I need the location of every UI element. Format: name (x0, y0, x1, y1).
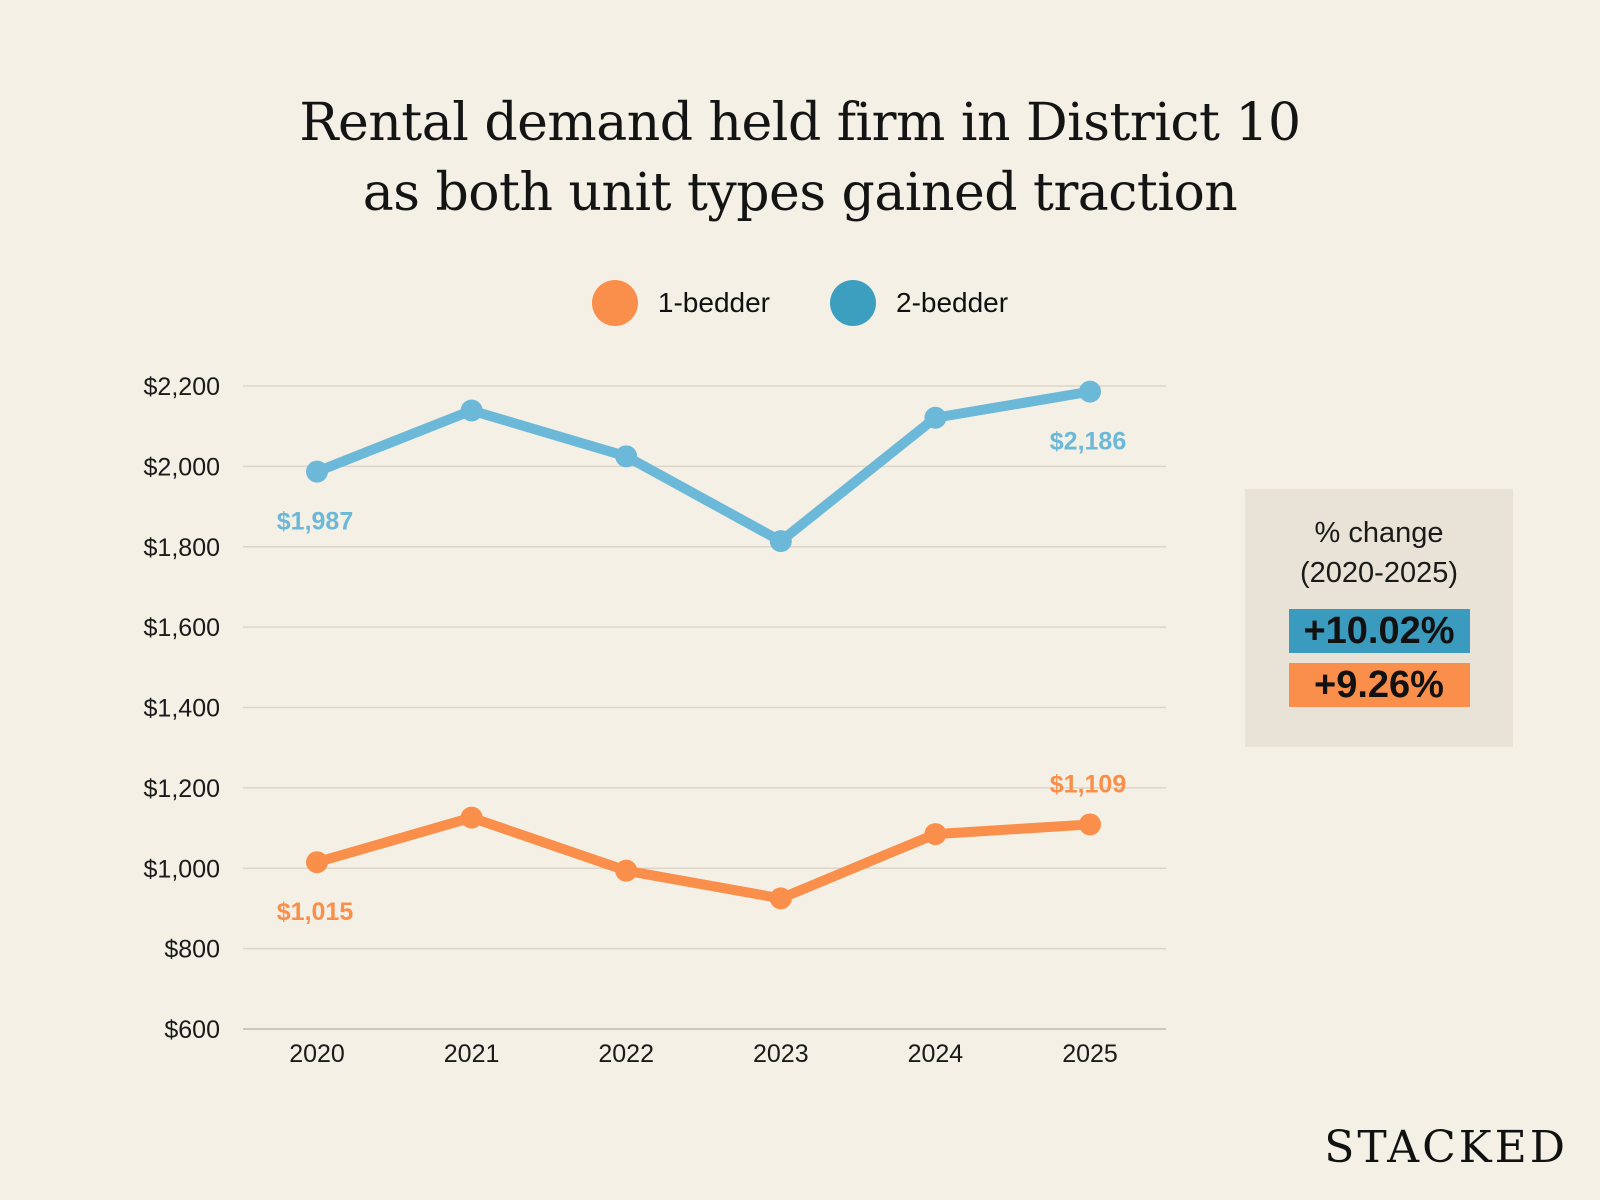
y-tick-label: $2,000 (144, 453, 220, 481)
series-line-1-bedder (312, 812, 1095, 904)
data-point (615, 859, 638, 882)
x-tick-label: 2024 (908, 1040, 964, 1068)
data-point (924, 406, 947, 429)
title-line: Rental demand held firm in District 10 (299, 93, 1301, 153)
two-bedder-change-badge: +10.02% (1288, 609, 1470, 653)
y-tick-label: $600 (164, 1016, 220, 1044)
y-tick-label: $1,000 (144, 855, 220, 883)
y-tick-label: $1,200 (144, 775, 220, 803)
legend-item-2-bedder: 2-bedder (830, 280, 1008, 326)
panel-heading: % change (2020-2025) (1245, 513, 1513, 593)
y-tick-label: $2,200 (144, 373, 220, 401)
chart-title: Rental demand held firm in District 10 a… (0, 88, 1600, 228)
x-tick-label: 2025 (1062, 1040, 1118, 1068)
data-point (615, 445, 638, 468)
y-tick-label: $1,600 (144, 614, 220, 642)
legend-swatch (830, 280, 876, 326)
data-point (769, 887, 792, 910)
panel-heading-line: (2020-2025) (1300, 557, 1458, 589)
y-tick-label: $800 (164, 936, 220, 964)
legend: 1-bedder 2-bedder (0, 280, 1600, 326)
x-tick-label: 2023 (753, 1040, 809, 1068)
data-point (306, 460, 328, 483)
data-label: $1,109 (1050, 770, 1126, 798)
data-point (460, 399, 483, 422)
data-point (460, 806, 483, 829)
data-label: $1,015 (277, 898, 354, 926)
legend-label: 1-bedder (657, 287, 770, 318)
data-point (1079, 813, 1101, 836)
legend-swatch (591, 280, 638, 326)
legend-label: 2-bedder (896, 287, 1009, 318)
data-label: $1,987 (277, 508, 353, 536)
y-tick-label: $1,800 (144, 534, 220, 562)
data-point (924, 823, 947, 846)
data-point (1079, 380, 1101, 403)
one-bedder-change-badge: +9.26% (1288, 663, 1470, 707)
percent-change-panel: % change (2020-2025) +10.02% +9.26% (1245, 489, 1513, 747)
series-line-2-bedder (312, 386, 1095, 547)
panel-heading-line: % change (1314, 517, 1444, 549)
x-tick-label: 2022 (598, 1040, 654, 1068)
x-tick-label: 2020 (289, 1040, 345, 1068)
y-tick-label: $1,400 (144, 695, 220, 723)
legend-item-1-bedder: 1-bedder (591, 280, 770, 326)
data-point (769, 530, 792, 553)
data-point (306, 851, 328, 874)
data-label: $2,186 (1050, 428, 1126, 456)
x-tick-label: 2021 (444, 1040, 500, 1068)
stacked-logo: STACKED (1324, 1122, 1568, 1173)
title-line: as both unit types gained traction (362, 163, 1238, 223)
